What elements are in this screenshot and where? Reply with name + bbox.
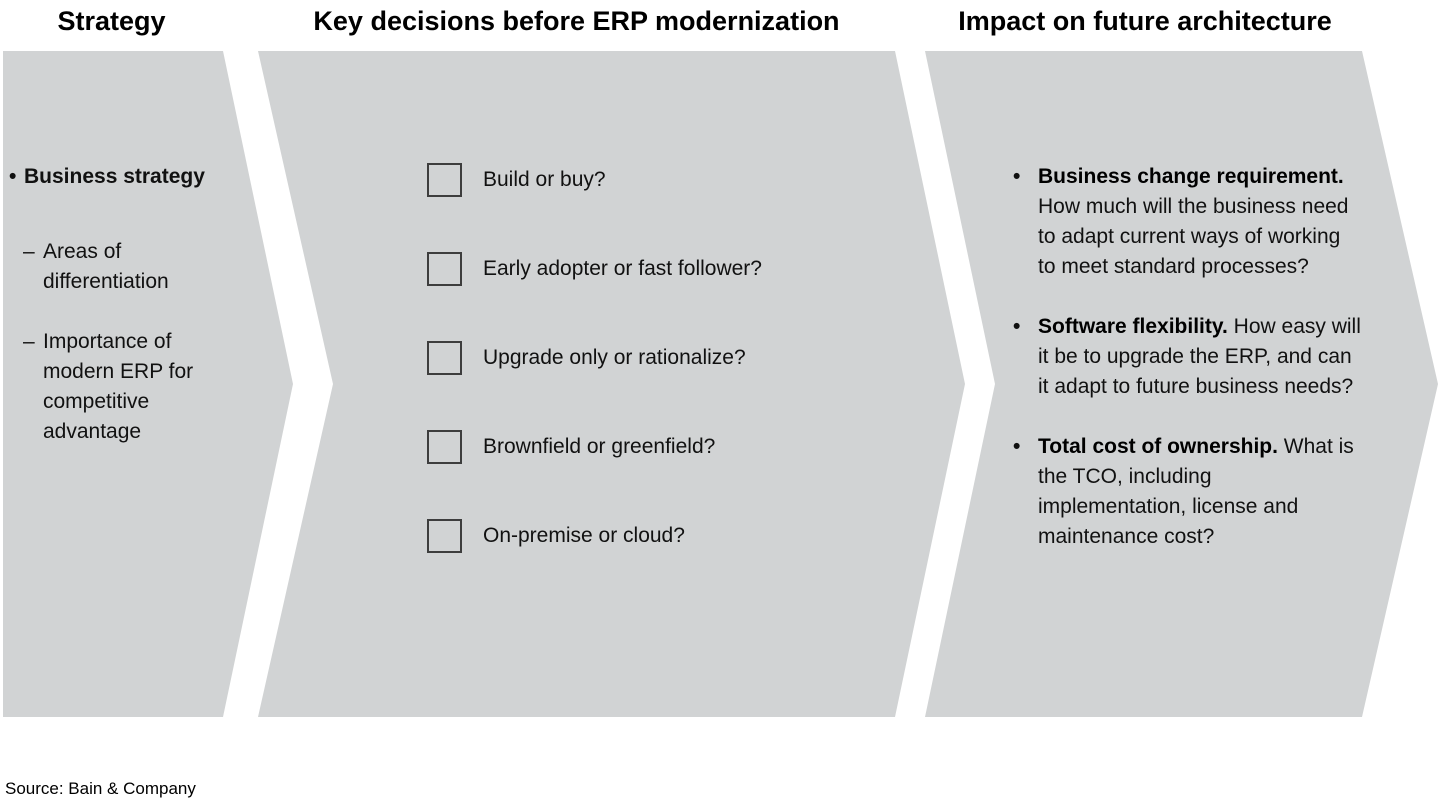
- checkbox[interactable]: [427, 163, 462, 197]
- column-header-impact: Impact on future architecture: [958, 6, 1332, 36]
- bullet-icon: •: [1013, 315, 1021, 338]
- decision-checklist: Build or buy? Early adopter or fast foll…: [427, 163, 762, 553]
- strategy-main-label: Business strategy: [24, 165, 205, 188]
- impact-item-text: Software flexibility. How easy will it b…: [1038, 312, 1361, 402]
- decision-label: Upgrade only or rationalize?: [483, 346, 746, 369]
- column-header-key-decisions: Key decisions before ERP modernization: [313, 6, 840, 36]
- checkbox[interactable]: [427, 519, 462, 553]
- list-item: – Importance of modern ERP for competiti…: [23, 327, 219, 447]
- source-note: Source: Bain & Company: [5, 779, 196, 798]
- decision-label: Brownfield or greenfield?: [483, 435, 716, 458]
- bullet-icon: •: [1013, 165, 1021, 188]
- strategy-sub-label: Importance of modern ERP for competitive…: [43, 330, 194, 443]
- impact-item-body: What is the TCO, including implementatio…: [1038, 435, 1354, 548]
- list-item: • Business change requirement. How much …: [1013, 162, 1361, 282]
- decision-label: Build or buy?: [483, 168, 606, 191]
- decision-label: Early adopter or fast follower?: [483, 257, 762, 280]
- decision-row: Build or buy?: [427, 163, 762, 197]
- dash-icon: –: [23, 330, 35, 353]
- list-item: • Total cost of ownership. What is the T…: [1013, 432, 1361, 552]
- decision-row: Upgrade only or rationalize?: [427, 341, 762, 375]
- decision-label: On-premise or cloud?: [483, 524, 685, 547]
- impact-chevron-shape: [925, 51, 1438, 717]
- decision-row: Brownfield or greenfield?: [427, 430, 762, 464]
- list-item: – Areas of differentiation: [23, 237, 219, 297]
- bullet-icon: •: [1013, 435, 1021, 458]
- key-decisions-chevron-shape: [258, 51, 965, 717]
- strategy-list: • Business strategy – Areas of different…: [9, 162, 219, 477]
- impact-item-body: How easy will it be to upgrade the ERP, …: [1038, 315, 1361, 398]
- strategy-chevron-shape: [3, 51, 293, 717]
- impact-item-lead: Total cost of ownership.: [1038, 435, 1278, 458]
- checkbox[interactable]: [427, 341, 462, 375]
- bullet-icon: •: [9, 165, 17, 188]
- list-item: • Software flexibility. How easy will it…: [1013, 312, 1361, 402]
- impact-item-body: How much will the business need to adapt…: [1038, 195, 1349, 278]
- list-item: • Business strategy: [9, 162, 219, 192]
- strategy-sub-label: Areas of differentiation: [43, 240, 169, 293]
- impact-item-lead: Software flexibility.: [1038, 315, 1228, 338]
- dash-icon: –: [23, 240, 35, 263]
- column-header-strategy: Strategy: [57, 6, 166, 36]
- checkbox[interactable]: [427, 430, 462, 464]
- impact-item-text: Business change requirement. How much wi…: [1038, 162, 1361, 282]
- checkbox[interactable]: [427, 252, 462, 286]
- impact-list: • Business change requirement. How much …: [1013, 162, 1361, 582]
- decision-row: On-premise or cloud?: [427, 519, 762, 553]
- decision-row: Early adopter or fast follower?: [427, 252, 762, 286]
- impact-item-lead: Business change requirement.: [1038, 165, 1344, 188]
- impact-item-text: Total cost of ownership. What is the TCO…: [1038, 432, 1361, 552]
